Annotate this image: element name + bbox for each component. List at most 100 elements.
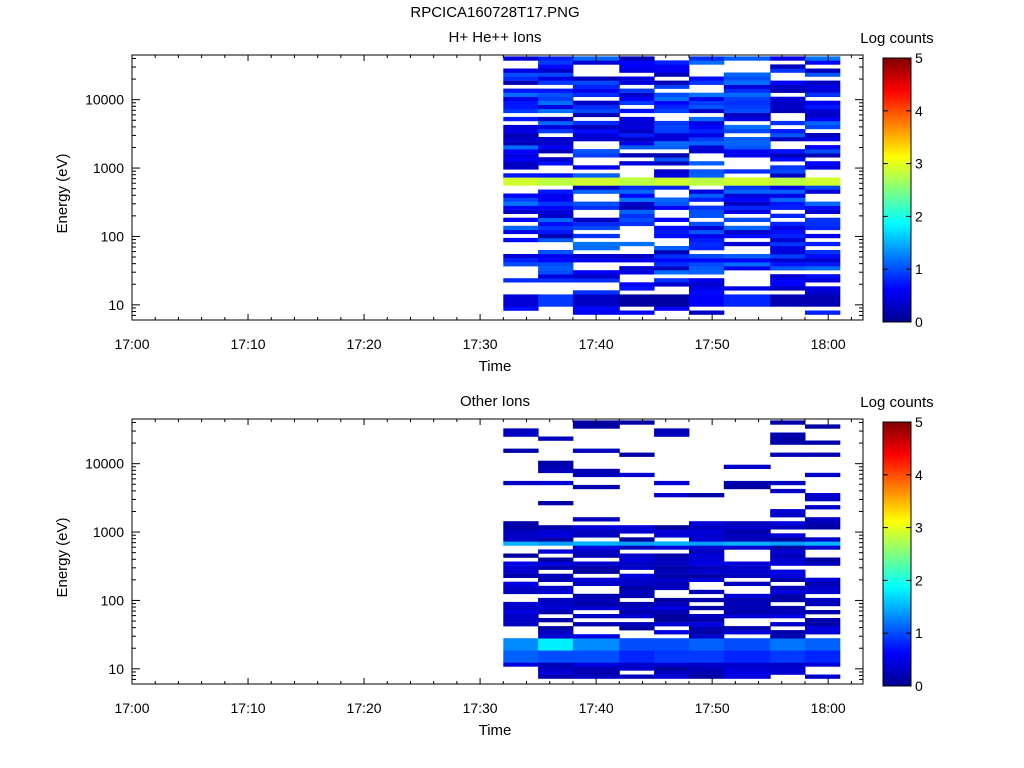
data-cell: [689, 169, 725, 174]
data-cell: [805, 638, 841, 643]
data-cell: [503, 116, 539, 122]
data-cell: [689, 577, 725, 582]
x-tick-label: 17:10: [231, 336, 266, 352]
data-cell: [723, 573, 771, 578]
data-cell: [689, 658, 725, 663]
data-cell: [572, 424, 620, 429]
data-cell: [723, 233, 771, 239]
data-cell: [538, 193, 574, 198]
data-cell: [689, 133, 725, 138]
data-cell: [572, 601, 620, 607]
data-cell: [619, 537, 655, 542]
y-tick-label: 10: [108, 297, 124, 313]
data-cell: [572, 302, 620, 307]
data-cell: [538, 80, 574, 85]
data-cell: [770, 56, 806, 61]
data-cell: [654, 181, 690, 186]
data-cell: [572, 225, 620, 231]
data-cell: [770, 262, 806, 267]
data-cell: [723, 100, 771, 105]
data-cell: [770, 646, 806, 651]
data-cell: [723, 205, 771, 210]
data-cell: [723, 258, 771, 263]
data-cell: [654, 161, 690, 166]
data-cell: [770, 294, 806, 299]
data-cell: [689, 541, 725, 546]
data-cell: [572, 517, 620, 522]
data-cell: [619, 646, 655, 651]
data-cell: [503, 124, 539, 130]
data-cell: [770, 233, 806, 239]
data-cell: [770, 185, 806, 190]
data-cell: [654, 428, 690, 433]
data-cell: [689, 120, 725, 126]
data-cell: [572, 201, 620, 206]
data-cell: [654, 173, 690, 178]
data-cell: [654, 493, 690, 498]
data-cell: [805, 80, 841, 85]
data-cell: [805, 108, 841, 114]
data-cell: [770, 597, 806, 603]
data-cell: [689, 266, 725, 271]
data-cell: [689, 189, 725, 194]
data-cell: [538, 262, 574, 267]
data-cell: [654, 258, 690, 263]
data-cell: [538, 646, 574, 651]
data-cell: [654, 129, 690, 134]
x-tick-label: 18:00: [811, 336, 846, 352]
data-cell: [805, 112, 841, 118]
data-cell: [654, 557, 690, 562]
data-cell: [805, 424, 841, 429]
data-cell: [538, 537, 574, 542]
data-cell: [770, 193, 806, 198]
data-cell: [572, 221, 620, 227]
data-cell: [770, 169, 806, 174]
data-cell: [689, 237, 725, 243]
data-cell: [654, 233, 690, 239]
data-cell: [770, 557, 806, 562]
x-tick-label: 17:30: [463, 700, 498, 716]
data-cell: [572, 593, 620, 599]
data-cell: [619, 185, 655, 190]
data-cell: [723, 262, 771, 267]
data-cell: [723, 241, 771, 247]
data-cell: [503, 529, 539, 534]
data-cell: [538, 64, 574, 69]
data-cell: [723, 96, 771, 101]
data-cell: [572, 133, 620, 138]
data-cell: [723, 642, 771, 647]
x-tick-label: 17:50: [695, 700, 730, 716]
data-cell: [654, 581, 690, 586]
data-cell: [619, 145, 655, 150]
data-cell: [654, 254, 690, 259]
data-cell: [503, 294, 539, 299]
data-cell: [503, 197, 539, 202]
data-cell: [770, 488, 806, 494]
data-cell: [503, 650, 539, 655]
data-cell: [503, 610, 539, 615]
data-cell: [654, 157, 690, 162]
data-cell: [538, 137, 574, 142]
data-cell: [619, 642, 655, 647]
data-cell: [689, 666, 725, 671]
data-cell: [689, 197, 725, 202]
data-cell: [770, 250, 806, 255]
data-cell: [538, 605, 574, 611]
data-cell: [689, 225, 725, 231]
data-cell: [572, 581, 620, 586]
data-cell: [770, 666, 806, 671]
data-cell: [723, 141, 771, 146]
data-cell: [805, 88, 841, 93]
data-cell: [619, 525, 655, 530]
data-cell: [503, 573, 539, 578]
data-cell: [654, 670, 690, 675]
data-cell: [538, 549, 574, 554]
data-cell: [805, 233, 841, 239]
data-cell: [805, 250, 841, 255]
data-cell: [572, 92, 620, 97]
data-cell: [723, 112, 771, 118]
data-cell: [619, 124, 655, 130]
data-cell: [572, 84, 620, 89]
data-cell: [770, 173, 806, 178]
data-cell: [572, 525, 620, 530]
